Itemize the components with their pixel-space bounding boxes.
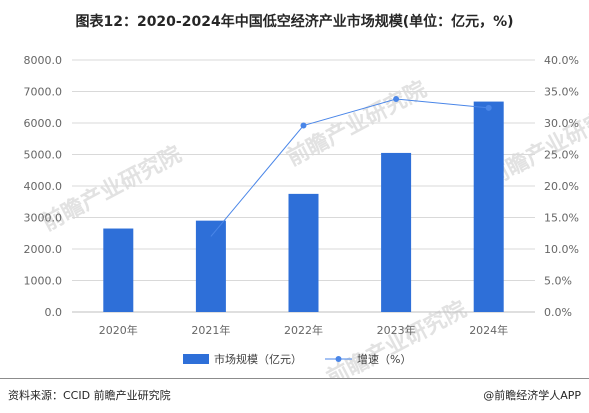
bar <box>103 228 134 312</box>
x-tick-label: 2022年 <box>284 323 323 337</box>
line-series <box>210 96 492 237</box>
right-tick-label: 30.0% <box>544 117 579 130</box>
growth-point <box>300 122 307 129</box>
right-tick-label: 0.0% <box>544 306 572 319</box>
x-tick-label: 2024年 <box>469 323 508 337</box>
growth-point <box>393 96 400 103</box>
bar-series <box>103 101 504 312</box>
bar <box>288 193 319 312</box>
right-tick-label: 25.0% <box>544 149 579 162</box>
right-tick-label: 40.0% <box>544 54 579 67</box>
legend-label: 增速（%） <box>357 352 411 366</box>
right-tick-label: 35.0% <box>544 86 579 99</box>
right-axis-ticks: 0.0% 5.0% 10.0% 15.0% 20.0% 25.0% 30.0% 35.0% 40… <box>544 54 579 319</box>
footer: 资料来源：CCID 前瞻产业研究院 @前瞻经济学人APP <box>0 378 589 413</box>
bar <box>473 101 504 312</box>
legend-line-marker <box>335 356 342 362</box>
left-tick-label: 0.0 <box>45 306 63 319</box>
left-axis-ticks: 0.0 1000.0 2000.0 3000.0 4000.0 5000.0 6000.0 7… <box>24 54 63 319</box>
x-tick-label: 2021年 <box>191 323 230 337</box>
left-tick-label: 8000.0 <box>24 54 63 67</box>
x-axis-ticks: 2020年 2021年 2022年 2023年 2024年 <box>99 323 508 337</box>
brand-label: @前瞻经济学人APP <box>483 389 581 402</box>
left-tick-label: 6000.0 <box>24 117 63 130</box>
right-tick-label: 10.0% <box>544 243 579 256</box>
bar <box>381 152 412 312</box>
right-tick-label: 15.0% <box>544 212 579 225</box>
chart-title: 图表12：2020-2024年中国低空经济产业市场规模(单位：亿元，%) <box>75 14 514 30</box>
left-tick-label: 5000.0 <box>24 149 63 162</box>
legend-label: 市场规模（亿元） <box>214 352 302 366</box>
bar <box>195 220 226 312</box>
right-tick-label: 20.0% <box>544 180 579 193</box>
left-tick-label: 3000.0 <box>24 212 63 225</box>
left-tick-label: 2000.0 <box>24 243 63 256</box>
right-tick-label: 5.0% <box>544 275 572 288</box>
legend-bar-swatch <box>183 354 209 364</box>
source-note: 资料来源：CCID 前瞻产业研究院 <box>8 389 171 402</box>
left-tick-label: 4000.0 <box>24 180 63 193</box>
left-tick-label: 1000.0 <box>24 275 63 288</box>
x-tick-label: 2023年 <box>377 323 416 337</box>
x-tick-label: 2020年 <box>99 323 138 337</box>
left-tick-label: 7000.0 <box>24 86 63 99</box>
legend: 市场规模（亿元） 增速（%） <box>183 352 411 366</box>
growth-point <box>485 104 492 111</box>
growth-line <box>210 98 489 237</box>
